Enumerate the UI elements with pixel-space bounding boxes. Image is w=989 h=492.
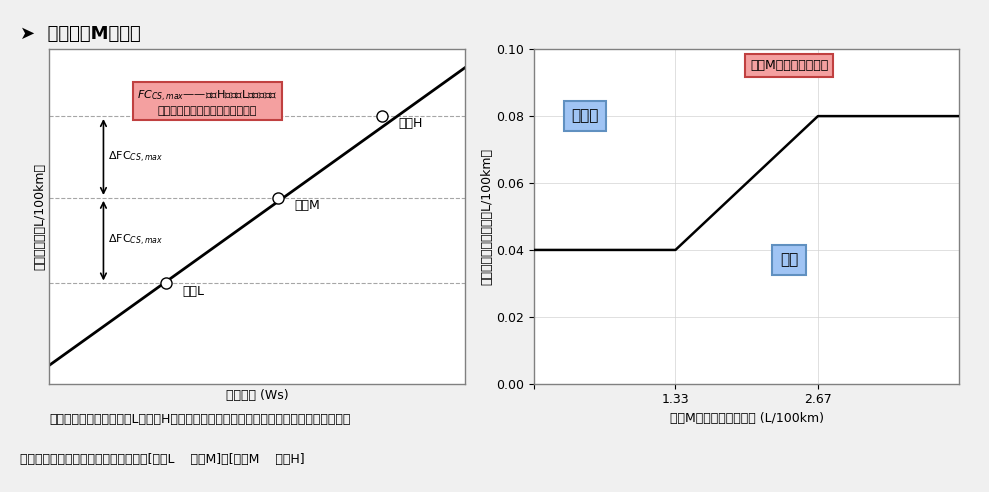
Text: 如果满足线性标准，车辆L和车辆H内所有车型都应按照插局法进行计算；如果不满足线性: 如果满足线性标准，车辆L和车辆H内所有车型都应按照插局法进行计算；如果不满足线性 xyxy=(49,413,351,426)
Y-axis label: 燃料消耗量（L/100km）: 燃料消耗量（L/100km） xyxy=(34,163,46,270)
Text: 不符合: 不符合 xyxy=(572,109,598,123)
X-axis label: 车辆M燃料消耗量计算値 (L/100km): 车辆M燃料消耗量计算値 (L/100km) xyxy=(670,412,824,425)
Text: $FC_{CS,max}$——车辆H和车辆L电量保持模
式下的燃料消耗量的差値的最大値: $FC_{CS,max}$——车辆H和车辆L电量保持模 式下的燃料消耗量的差値的… xyxy=(137,90,278,116)
Text: 车辆L: 车辆L xyxy=(182,284,205,298)
Text: 符合: 符合 xyxy=(780,252,798,268)
X-axis label: 能量需求 (Ws): 能量需求 (Ws) xyxy=(225,389,289,402)
Y-axis label: 计算値与实际値差値（L/100km）: 计算値与实际値差値（L/100km） xyxy=(481,148,494,285)
Text: 车辆M的线性标准要求: 车辆M的线性标准要求 xyxy=(750,59,829,72)
Text: 标准，则插局范围应分为两个子区间：[车辆L    车辆M]、[车辆M    车辆H]: 标准，则插局范围应分为两个子区间：[车辆L 车辆M]、[车辆M 车辆H] xyxy=(20,453,305,465)
Text: 车辆H: 车辆H xyxy=(399,117,422,130)
Text: ΔFC$_{CS,max}$: ΔFC$_{CS,max}$ xyxy=(108,233,163,248)
Text: ➤  追加车辆M的要求: ➤ 追加车辆M的要求 xyxy=(20,25,140,43)
Text: ΔFC$_{CS,max}$: ΔFC$_{CS,max}$ xyxy=(108,150,163,164)
Text: 车辆M: 车辆M xyxy=(295,199,320,212)
